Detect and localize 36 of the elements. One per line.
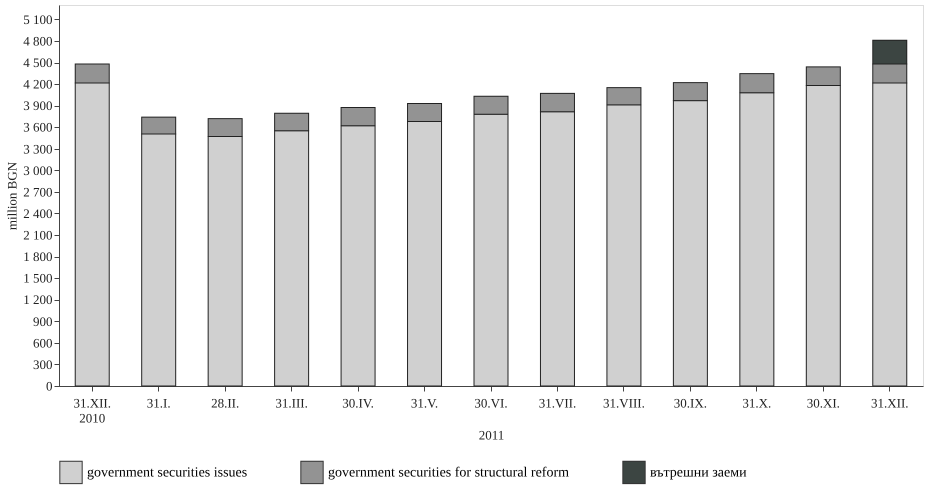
- y-tick-label: 600: [33, 335, 52, 350]
- x-tick-label: 30.IV.: [342, 396, 374, 410]
- x-tick-label: 31.I.: [146, 396, 171, 410]
- y-axis-title: million BGN: [4, 161, 20, 230]
- x-tick-label: 28.II.: [211, 396, 240, 410]
- y-tick-label: 2 100: [23, 228, 52, 243]
- x-tick-label: 30.XI.: [806, 396, 840, 410]
- y-tick-label: 3 300: [23, 141, 52, 156]
- y-tick-label: 300: [33, 356, 52, 372]
- x-tick-label: 31.VII.: [538, 396, 576, 410]
- y-tick-label: 1 500: [23, 270, 52, 286]
- x-tick-label: 31.III.: [275, 396, 308, 410]
- legend-label: government securities for structural reform: [328, 465, 570, 480]
- x-tick-label: 31.VIII.: [602, 396, 645, 410]
- y-tick-label: 2 400: [23, 206, 52, 221]
- y-tick-label: 4 500: [23, 55, 52, 70]
- x-tick-label: 31.XII.: [870, 396, 909, 410]
- legend-label: government securities issues: [87, 465, 248, 480]
- x-tick-label: 30.IX.: [674, 396, 707, 410]
- y-tick-label: 1 200: [23, 292, 52, 308]
- x-tick-label: 31.X.: [742, 396, 772, 410]
- y-tick-label: 3 600: [23, 120, 52, 135]
- y-tick-label: 1 800: [23, 249, 52, 264]
- y-tick-label: 3 900: [23, 98, 52, 114]
- y-tick-label: 4 200: [23, 76, 52, 92]
- y-tick-label: 3 000: [23, 162, 52, 178]
- legend-label: вътрешни заеми: [650, 465, 748, 480]
- y-tick-label: 4 800: [23, 33, 52, 48]
- y-tick-label: 0: [46, 378, 52, 394]
- x-tick-label: 30.VI.: [474, 396, 508, 410]
- x-tick-label: 31.V.: [410, 396, 438, 410]
- y-tick-label: 2 700: [23, 184, 52, 200]
- x-tick-label: 31.XII. 2010: [73, 396, 112, 426]
- text: 2011: [478, 428, 504, 442]
- y-tick-label: 5 100: [23, 12, 52, 27]
- y-tick-label: 900: [33, 314, 52, 329]
